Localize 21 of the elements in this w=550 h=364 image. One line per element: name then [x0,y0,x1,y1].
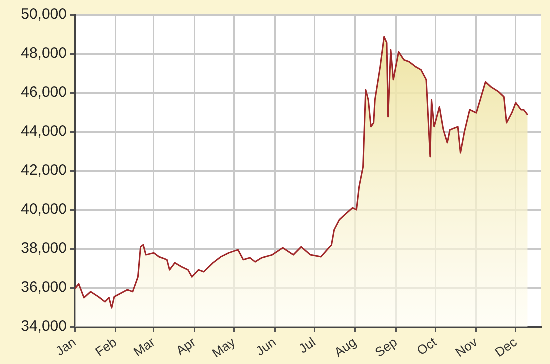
x-tick-label: Feb [92,334,120,360]
x-tick-label: Dec [492,334,520,360]
x-tick-label: Nov [452,334,481,360]
y-tick-label: 40,000 [21,201,67,218]
x-tick-label: Aug [332,334,360,360]
x-tick-label: Oct [414,334,440,358]
x-tick-label: Jul [296,334,318,356]
x-tick-label: Apr [173,334,200,358]
y-tick-label: 38,000 [21,240,67,258]
x-tick-label: Jun [253,334,279,359]
y-tick-label: 46,000 [21,84,67,102]
x-tick-label: Sep [372,334,400,360]
x-tick-label: Mar [130,334,158,360]
x-tick-label: May [209,334,238,361]
y-tick-label: 50,000 [21,6,67,24]
y-tick-label: 36,000 [21,279,67,296]
y-tick-label: 44,000 [21,123,67,140]
x-tick-label: Jan [52,334,79,359]
y-tick-label: 34,000 [21,318,67,336]
y-tick-label: 48,000 [21,45,67,62]
y-tick-label: 42,000 [21,162,67,180]
